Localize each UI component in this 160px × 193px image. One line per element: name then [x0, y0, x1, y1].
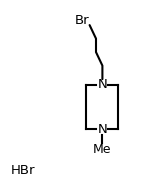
Text: N: N: [98, 123, 107, 136]
Text: Br: Br: [75, 14, 90, 27]
Text: N: N: [98, 78, 107, 91]
Text: Me: Me: [93, 143, 112, 156]
Text: HBr: HBr: [11, 164, 36, 177]
